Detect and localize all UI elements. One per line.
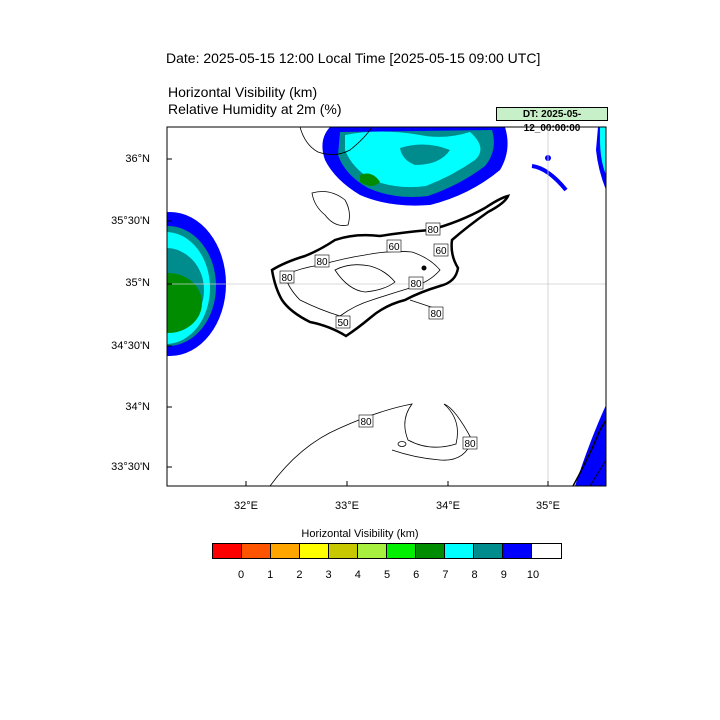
lat-label-35n: 35°N xyxy=(125,277,150,289)
legend-swatch xyxy=(445,544,474,558)
cyprus-coastline xyxy=(270,194,511,338)
lat-label-33-30n: 33°30'N xyxy=(111,461,150,473)
contour-blob xyxy=(421,265,427,271)
svg-text:60: 60 xyxy=(435,246,447,257)
lon-label-32e: 32°E xyxy=(234,500,258,512)
legend-tick-label: 0 xyxy=(237,569,245,581)
east-blue-arc xyxy=(531,164,568,192)
legend-swatch xyxy=(329,544,358,558)
west-visibility-green xyxy=(167,273,202,333)
legend-swatch xyxy=(416,544,445,558)
contour-label: 80 xyxy=(462,436,478,450)
southeast-visibility-blue xyxy=(575,405,606,486)
variable-title-visibility: Horizontal Visibility (km) xyxy=(168,84,318,100)
humidity-contour-far-southeast xyxy=(589,459,606,486)
legend-tick-label: 9 xyxy=(500,569,507,581)
contour-label: 80 xyxy=(314,254,330,268)
legend-tick-label: 8 xyxy=(471,569,478,581)
legend-tick-label: 6 xyxy=(413,569,420,581)
svg-text:80: 80 xyxy=(430,309,442,320)
north-visibility-green xyxy=(360,173,380,186)
legend-swatch xyxy=(300,544,329,558)
legend-tick-label: 7 xyxy=(442,569,449,581)
axis-ticks xyxy=(167,158,549,486)
lat-label-36n: 36°N xyxy=(125,153,150,165)
legend-swatch xyxy=(503,544,532,558)
contour-label: 80 xyxy=(425,222,441,236)
legend-tick-label: 1 xyxy=(267,569,274,581)
svg-text:60: 60 xyxy=(388,242,400,253)
svg-text:80: 80 xyxy=(427,225,439,236)
north-visibility-teal-patch xyxy=(400,144,450,165)
lat-label-34n: 34°N xyxy=(125,401,150,413)
humidity-contour-south xyxy=(269,403,473,486)
contour-label: 80 xyxy=(279,270,295,284)
legend-title: Horizontal Visibility (km) xyxy=(301,528,419,540)
lon-label-35e: 35°E xyxy=(536,500,560,512)
lat-label-34-30n: 34°30'N xyxy=(111,340,150,352)
contour-label: 80 xyxy=(358,414,374,428)
map-content xyxy=(167,127,606,486)
svg-text:80: 80 xyxy=(281,273,293,284)
legend-tick-label: 4 xyxy=(354,569,361,581)
svg-text:80: 80 xyxy=(410,279,422,290)
legend-swatch xyxy=(532,544,561,558)
legend-swatch xyxy=(474,544,503,558)
humidity-contour-southeast xyxy=(572,419,606,486)
variable-title-humidity: Relative Humidity at 2m (%) xyxy=(168,101,342,117)
legend-swatch xyxy=(387,544,416,558)
map-frame xyxy=(166,126,607,487)
lon-label-33e: 33°E xyxy=(335,500,359,512)
legend-tick-label: 5 xyxy=(383,569,391,581)
legend-swatch xyxy=(358,544,387,558)
legend-swatch xyxy=(213,544,242,558)
contour-label: 80 xyxy=(408,276,424,290)
east-visibility-cyan xyxy=(600,127,606,175)
contour-label: 60 xyxy=(386,239,402,253)
svg-text:50: 50 xyxy=(337,318,349,329)
svg-text:80: 80 xyxy=(464,439,476,450)
legend-colorbar xyxy=(212,543,562,559)
svg-text:80: 80 xyxy=(360,417,372,428)
humidity-contour-small xyxy=(397,441,407,447)
contour-label: 80 xyxy=(428,306,444,320)
lat-label-35-30n: 35°30'N xyxy=(111,215,150,227)
humidity-contour-north xyxy=(311,191,350,226)
contour-label: 50 xyxy=(335,315,351,329)
legend-swatch xyxy=(271,544,300,558)
contour-label: 60 xyxy=(433,243,449,257)
humidity-contour-inner xyxy=(284,251,441,317)
legend-tick-label: 3 xyxy=(325,569,332,581)
legend-tick-label: 2 xyxy=(296,569,303,581)
contour-labels: 80 60 80 60 80 80 50 80 80 80 xyxy=(279,222,478,450)
legend-swatch xyxy=(242,544,271,558)
humidity-contour-central xyxy=(334,264,396,293)
date-title: Date: 2025-05-15 12:00 Local Time [2025-… xyxy=(166,50,541,66)
legend-tick-label: 10 xyxy=(526,569,540,581)
lon-label-34e: 34°E xyxy=(436,500,460,512)
humidity-contour-turkey xyxy=(299,127,373,155)
svg-text:80: 80 xyxy=(316,257,328,268)
init-time-badge: DT: 2025-05-12_00:00:00 xyxy=(496,107,608,134)
